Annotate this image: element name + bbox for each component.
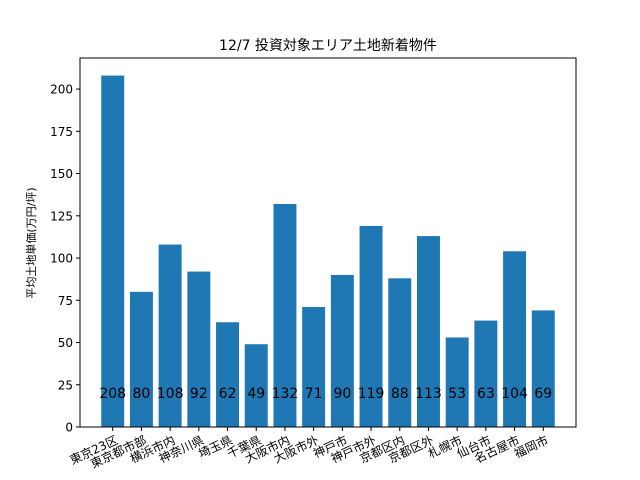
bar-data-label: 80	[133, 386, 151, 402]
plot-frame	[79, 57, 577, 428]
bars-group	[101, 75, 555, 428]
bar-data-label: 119	[358, 386, 385, 402]
bar-labels-group: 208 80 108 92 62 49 132 71 90 119 88 113 53 63 104 69	[99, 386, 552, 402]
bar	[273, 203, 297, 427]
y-tick-label: 0	[65, 421, 73, 435]
y-tick-label: 25	[58, 378, 73, 392]
bar	[302, 307, 326, 427]
y-tick-label: 125	[50, 209, 73, 223]
bar-data-label: 90	[333, 386, 351, 402]
chart-title: 12/7 投資対象エリア土地新着物件	[219, 38, 437, 54]
bar-data-label: 92	[190, 386, 208, 402]
bar	[503, 251, 527, 427]
bar-data-label: 113	[415, 386, 442, 402]
bar-data-label: 49	[247, 386, 265, 402]
y-tick-label: 175	[50, 125, 73, 139]
bar-data-label: 108	[157, 386, 184, 402]
bar-data-label: 69	[534, 386, 552, 402]
bar	[445, 337, 469, 427]
bar-data-label: 63	[477, 386, 495, 402]
bar-data-label: 53	[448, 386, 466, 402]
y-tick-label: 200	[50, 83, 73, 97]
bar	[216, 322, 240, 427]
bar	[531, 310, 555, 427]
bar	[359, 225, 383, 427]
bar-data-label: 208	[99, 386, 126, 402]
y-tick-label: 75	[58, 294, 73, 308]
bar-data-label: 71	[305, 386, 323, 402]
y-axis: 0 25 50 75 100 125 150 175 200	[50, 83, 80, 435]
bar-data-label: 104	[501, 386, 528, 402]
bar-data-label: 132	[272, 386, 299, 402]
bar	[129, 291, 153, 427]
bar-data-label: 88	[391, 386, 409, 402]
bar	[101, 75, 125, 428]
y-tick-label: 50	[58, 336, 73, 350]
bar	[244, 344, 268, 427]
bar	[187, 271, 211, 427]
bar	[416, 236, 440, 427]
y-tick-label: 100	[50, 252, 73, 266]
bar	[158, 244, 182, 427]
y-axis-label: 平均土地単価(万円/坪)	[24, 187, 38, 298]
bar	[388, 278, 412, 427]
bar-data-label: 62	[219, 386, 237, 402]
bar	[474, 320, 498, 427]
y-tick-label: 150	[50, 167, 73, 181]
bar	[330, 274, 354, 427]
